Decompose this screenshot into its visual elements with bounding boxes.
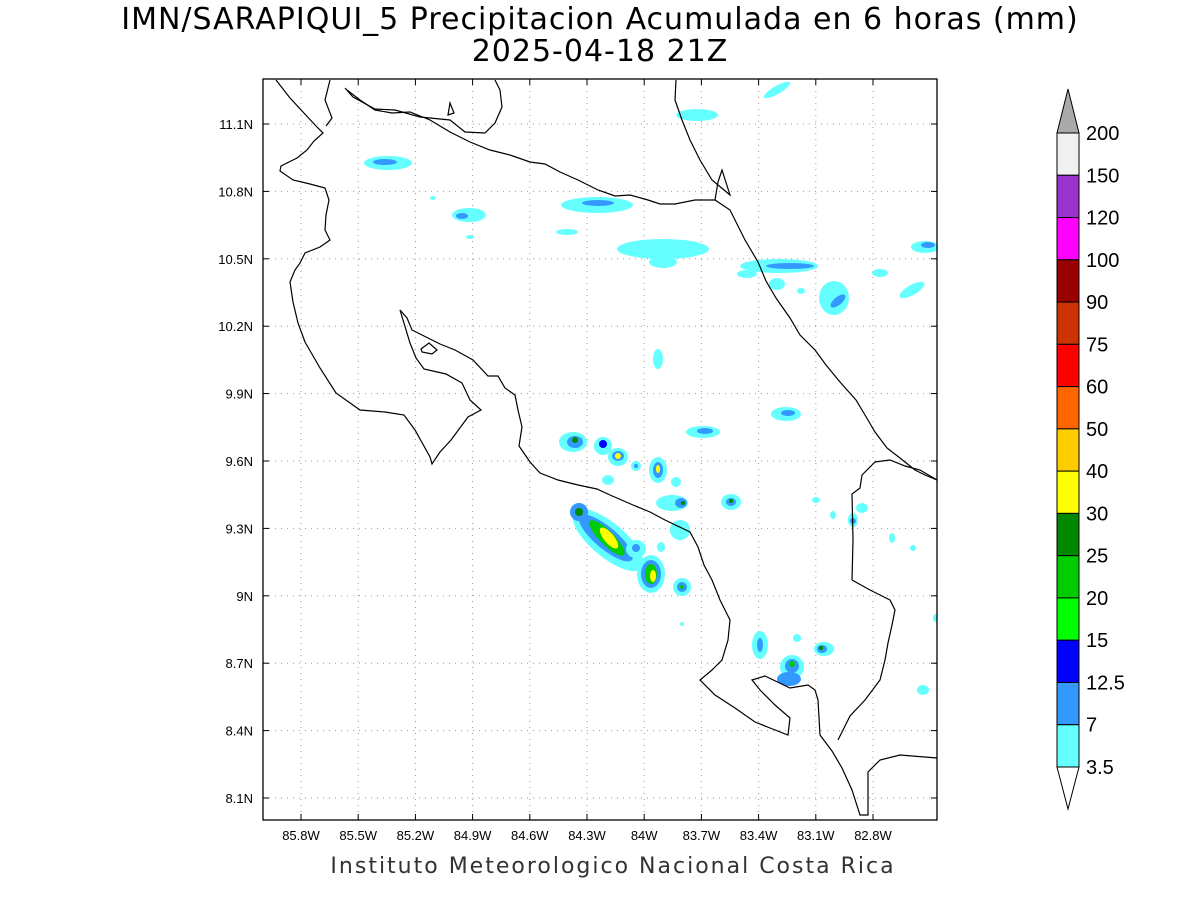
x-tick-label: 84.9W — [454, 828, 492, 843]
coastline-borders — [275, 79, 937, 816]
x-tick-label: 85.8W — [282, 828, 320, 843]
x-tick-label: 83.4W — [740, 828, 778, 843]
colorbar-swatch — [1056, 681, 1080, 726]
x-tick-label: 85.5W — [339, 828, 377, 843]
colorbar-label: 50 — [1086, 419, 1108, 441]
x-tick-label: 84.6W — [511, 828, 549, 843]
colorbar-label: 200 — [1086, 123, 1119, 145]
y-tick-label: 10.5N — [218, 252, 253, 267]
colorbar-label: 20 — [1086, 588, 1108, 610]
colorbar-swatch — [1056, 217, 1080, 261]
x-tick-label: 82.8W — [854, 828, 892, 843]
colorbar-label: 7 — [1086, 715, 1097, 737]
y-tick-label: 9.3N — [226, 521, 253, 536]
map-footer-credit: Instituto Meteorologico Nacional Costa R… — [330, 854, 896, 879]
colorbar-legend: 200 150 120 100 90 75 60 50 40 30 25 20 15 12.5 7 3.5 — [1056, 88, 1125, 811]
colorbar-label: 100 — [1086, 250, 1119, 272]
colorbar-label: 25 — [1086, 546, 1108, 568]
y-tick-label: 10.2N — [218, 319, 253, 334]
y-tick-label: 8.1N — [226, 791, 253, 806]
colorbar-swatch — [1056, 259, 1080, 303]
colorbar-swatch — [1056, 174, 1080, 219]
y-tick-label: 9.6N — [226, 454, 253, 469]
y-tick-label: 11.1N — [219, 117, 253, 132]
colorbar-label: 30 — [1086, 503, 1108, 525]
y-axis-ticks: 11.1N 10.8N 10.5N 10.2N 9.9N 9.6N 9.3N 9N 8.7N 8.… — [218, 117, 937, 806]
y-tick-label: 8.4N — [226, 724, 253, 739]
colorbar-label: 12.5 — [1086, 672, 1125, 694]
colorbar-swatch — [1056, 386, 1080, 430]
map-subtitle-date: 2025-04-18 21Z — [471, 34, 729, 69]
colorbar-swatch — [1056, 639, 1080, 683]
x-tick-label: 84.3W — [568, 828, 606, 843]
colorbar-label: 60 — [1086, 377, 1108, 399]
colorbar-swatch — [1056, 597, 1080, 641]
colorbar-swatch — [1056, 512, 1080, 557]
x-tick-label: 84W — [631, 828, 658, 843]
colorbar-label: 40 — [1086, 461, 1108, 483]
x-tick-label: 85.2W — [397, 828, 435, 843]
colorbar-label: 90 — [1086, 292, 1108, 314]
y-tick-label: 9N — [236, 589, 253, 604]
colorbar-label: 75 — [1086, 334, 1108, 356]
y-tick-label: 8.7N — [226, 656, 253, 671]
map-frame — [262, 78, 938, 821]
colorbar-swatch — [1056, 301, 1080, 345]
colorbar-label: 15 — [1086, 630, 1108, 652]
colorbar-underflow-arrow — [1056, 766, 1080, 811]
colorbar-swatch — [1056, 343, 1080, 388]
x-tick-label: 83.7W — [683, 828, 721, 843]
x-axis-ticks: 85.8W 85.5W 85.2W 84.9W 84.6W 84.3W 84W 83.7W 83… — [282, 79, 893, 843]
colorbar-swatch — [1056, 724, 1080, 768]
colorbar-swatch — [1056, 132, 1080, 176]
x-tick-label: 83.1W — [797, 828, 835, 843]
colorbar-overflow-arrow — [1056, 88, 1080, 134]
y-tick-label: 9.9N — [226, 387, 253, 402]
map-title: IMN/SARAPIQUI_5 Precipitacion Acumulada … — [121, 2, 1079, 37]
colorbar-swatch — [1056, 470, 1080, 514]
colorbar-label: 120 — [1086, 208, 1119, 230]
colorbar-label: 3.5 — [1086, 757, 1114, 779]
colorbar-swatch — [1056, 428, 1080, 472]
precipitation-field — [364, 81, 937, 695]
colorbar-label: 150 — [1086, 165, 1119, 187]
colorbar-swatch — [1056, 555, 1080, 599]
y-tick-label: 10.8N — [218, 184, 253, 199]
